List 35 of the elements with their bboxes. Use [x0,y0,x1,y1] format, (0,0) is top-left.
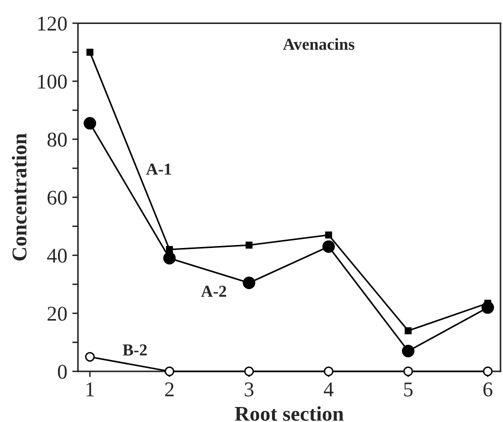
y-tick-label: 20 [48,306,67,321]
point [242,276,256,290]
y-tick-label: 0 [58,364,67,379]
point [246,242,253,249]
point [163,252,176,264]
point [482,366,493,376]
text: Avenacins [283,38,354,50]
point [84,117,96,130]
x-tick-label: 3 [244,382,254,396]
y-axis-title: Concentration [12,133,27,260]
point [86,48,94,56]
y-tick-label: 80 [48,132,67,147]
point [244,366,254,376]
x-tick-label: 6 [483,382,492,396]
x-tick-label: 2 [165,382,174,396]
point [402,344,414,358]
point [325,232,332,238]
point [166,246,173,253]
series-label: A-1 [146,164,172,175]
x-tick-label: 4 [324,382,334,396]
series-label: B-2 [122,344,147,356]
point [164,366,174,376]
point [85,352,95,362]
point [322,240,335,253]
x-tick-label: 5 [404,382,413,396]
point [403,366,414,376]
y-tick-label: 60 [48,190,67,205]
x-tick-label: 1 [86,382,94,396]
x-axis-title: Root section [234,406,344,421]
y-tick-label: 100 [38,74,67,89]
point [404,327,412,334]
y-tick-label: 120 [38,16,67,31]
y-tick-label: 40 [47,248,67,263]
point [324,366,334,376]
series-label: A-2 [201,286,226,297]
